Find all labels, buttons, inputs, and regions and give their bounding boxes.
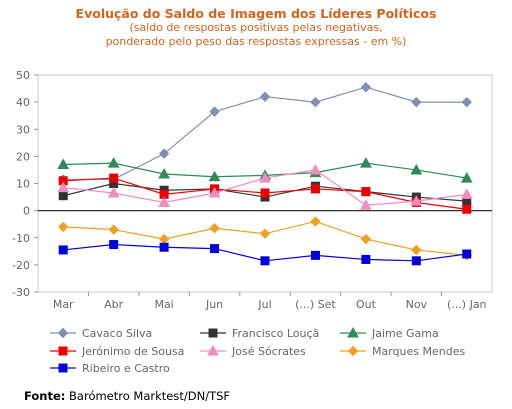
legend-label: Jerónimo de Sousa <box>81 345 184 358</box>
data-point-ribeiro-e-castro <box>210 244 220 254</box>
series-jose-socrates <box>57 163 473 210</box>
data-point-jeronimo-de-sousa <box>260 188 270 198</box>
data-point-ribeiro-e-castro <box>109 240 119 250</box>
data-point-ribeiro-e-castro <box>462 249 472 259</box>
x-tick-label: Out <box>356 298 377 311</box>
data-point-jose-socrates <box>309 163 322 175</box>
legend-item-francisco-louca: Francisco Louçã <box>200 327 319 340</box>
source-note: Fonte: Barómetro Marktest/DN/TSF <box>24 389 230 403</box>
data-point-jaime-gama <box>57 158 70 170</box>
y-tick-label: -10 <box>12 232 30 245</box>
legend-item-cavaco-silva: Cavaco Silva <box>50 327 152 340</box>
series-ribeiro-e-castro <box>58 240 472 266</box>
data-point-cavaco-silva <box>158 148 170 159</box>
data-point-marques-mendes <box>310 216 321 227</box>
data-point-jose-socrates <box>158 196 170 207</box>
data-point-jaime-gama <box>208 170 221 182</box>
data-point-jaime-gama <box>410 163 423 175</box>
data-point-cavaco-silva <box>259 91 271 102</box>
data-point-ribeiro-e-castro <box>159 242 169 252</box>
data-point-cavaco-silva <box>360 81 372 93</box>
legend-swatch-marker <box>208 328 218 338</box>
y-tick-label: 30 <box>16 123 30 136</box>
data-point-jose-socrates <box>107 186 120 198</box>
data-point-marques-mendes <box>411 244 422 256</box>
data-point-jaime-gama <box>107 157 120 168</box>
data-point-jose-socrates <box>460 188 473 199</box>
data-point-cavaco-silva <box>310 96 321 108</box>
x-tick-label: Abr <box>104 298 124 311</box>
legend-label: Jaime Gama <box>371 327 439 340</box>
x-tick-label: Jun <box>205 298 223 311</box>
data-point-marques-mendes <box>108 224 119 235</box>
legend-label: Cavaco Silva <box>82 327 152 340</box>
y-tick-label: -20 <box>12 259 30 272</box>
x-tick-label: (...) Jan <box>447 298 487 311</box>
chart-title: Evolução do Saldo de Imagem dos Líderes … <box>75 6 437 21</box>
legend-swatch-marker <box>207 344 219 356</box>
data-point-ribeiro-e-castro <box>361 254 371 264</box>
legend-label: Ribeiro e Castro <box>82 362 170 375</box>
y-tick-label: 40 <box>16 96 30 109</box>
legend-item-jeronimo-de-sousa: Jerónimo de Sousa <box>50 345 184 358</box>
data-point-jose-socrates <box>410 195 423 206</box>
data-point-marques-mendes <box>209 223 220 234</box>
legend-label: Francisco Louçã <box>232 327 319 340</box>
data-point-cavaco-silva <box>411 96 422 108</box>
y-tick-label: 0 <box>23 205 30 218</box>
data-point-ribeiro-e-castro <box>310 250 320 260</box>
data-point-cavaco-silva <box>461 96 472 108</box>
data-point-jeronimo-de-sousa <box>310 184 320 194</box>
data-point-jeronimo-de-sousa <box>361 187 371 197</box>
legend-item-marques-mendes: Marques Mendes <box>340 345 465 358</box>
legend-label: Marques Mendes <box>372 345 465 358</box>
data-point-jaime-gama <box>360 157 372 168</box>
legend-item-jose-socrates: José Sócrates <box>200 344 306 358</box>
x-tick-label: Mai <box>154 298 173 311</box>
data-point-jose-socrates <box>360 199 372 210</box>
legend-item-jaime-gama: Jaime Gama <box>340 326 439 340</box>
legend-label: José Sócrates <box>231 345 306 358</box>
data-point-ribeiro-e-castro <box>260 256 270 266</box>
data-point-francisco-louca <box>58 191 68 201</box>
data-point-cavaco-silva <box>209 106 220 117</box>
legend-swatch-marker <box>347 345 359 357</box>
x-tick-label: Nov <box>406 298 428 311</box>
legend-swatch-marker <box>58 363 68 373</box>
y-tick-label: 50 <box>16 69 30 82</box>
data-point-jeronimo-de-sousa <box>462 204 472 214</box>
legend-item-ribeiro-e-castro: Ribeiro e Castro <box>50 362 170 375</box>
source-text: Barómetro Marktest/DN/TSF <box>69 389 231 403</box>
chart-subtitle-line-2: ponderado pelo peso das respostas expres… <box>105 35 407 48</box>
y-tick-label: 10 <box>16 178 30 191</box>
legend-swatch-marker <box>347 326 359 338</box>
y-tick-label: 20 <box>16 150 30 163</box>
chart-subtitle-line-1: (saldo de respostas positivas pelas nega… <box>129 21 383 34</box>
source-label: Fonte: <box>24 389 66 403</box>
data-point-jose-socrates <box>259 172 271 183</box>
data-point-jose-socrates <box>57 181 70 193</box>
legend-swatch-marker <box>57 327 69 339</box>
series-marques-mendes <box>58 216 472 261</box>
data-point-jose-socrates <box>208 186 221 198</box>
x-tick-label: Mar <box>53 298 74 311</box>
data-point-jaime-gama <box>158 167 170 179</box>
data-point-jaime-gama <box>460 172 473 183</box>
data-point-jeronimo-de-sousa <box>109 173 119 183</box>
x-tick-label: Jul <box>257 298 271 311</box>
x-tick-label: (...) Set <box>295 298 336 311</box>
data-point-ribeiro-e-castro <box>58 245 68 255</box>
data-point-ribeiro-e-castro <box>411 256 421 266</box>
data-point-marques-mendes <box>58 221 69 233</box>
y-tick-label: -30 <box>12 286 30 299</box>
legend-swatch-marker <box>58 346 68 356</box>
data-point-marques-mendes <box>360 233 372 245</box>
data-point-marques-mendes <box>259 228 271 239</box>
